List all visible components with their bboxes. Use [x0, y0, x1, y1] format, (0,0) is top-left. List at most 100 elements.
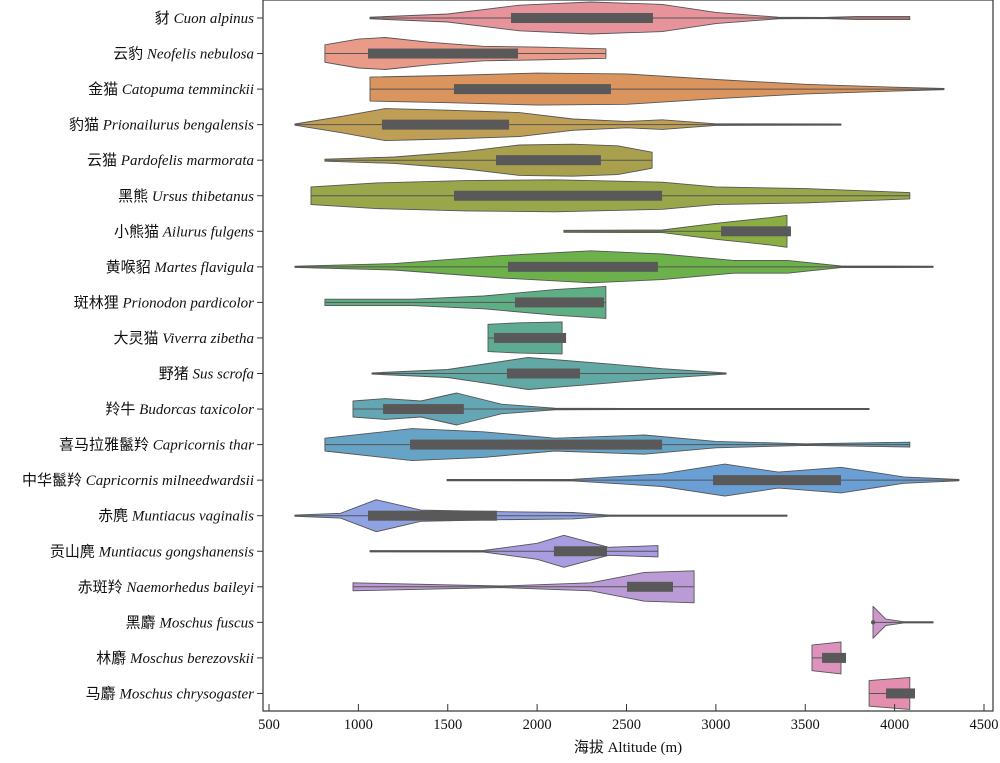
- violin-20: [868, 676, 916, 710]
- y-tick-label: 斑林狸 Prionodon pardicolor: [74, 294, 254, 311]
- iqr-box: [383, 404, 464, 415]
- label-scientific: Prionodon pardicolor: [121, 295, 254, 311]
- x-tick-label: 500: [258, 717, 280, 733]
- label-chinese: 云猫: [87, 152, 121, 169]
- label-chinese: 中华鬣羚: [22, 472, 86, 489]
- plot-frame: [262, 0, 994, 712]
- iqr-box: [886, 688, 916, 699]
- y-tick-label: 赤斑羚 Naemorhedus baileyi: [78, 579, 254, 596]
- iqr-box: [721, 226, 791, 237]
- violin-15: [294, 499, 788, 533]
- violins-layer: [294, 1, 960, 710]
- iqr-box: [713, 475, 841, 486]
- y-tick-label: 贡山麂 Muntiacus gongshanensis: [50, 542, 254, 560]
- y-tick-label: 喜马拉雅鬣羚 Capricornis thar: [59, 437, 254, 454]
- violin-6: [310, 179, 911, 213]
- x-tick-label: 3000: [701, 717, 730, 733]
- label-scientific: Ursus thibetanus: [152, 189, 254, 205]
- label-chinese: 喜马拉雅鬣羚: [59, 437, 153, 454]
- label-chinese: 黑麝: [126, 614, 160, 631]
- label-chinese: 林麝: [96, 650, 130, 667]
- violin-10: [487, 321, 567, 355]
- x-tick-label: 2500: [612, 717, 641, 733]
- iqr-box: [627, 581, 673, 592]
- y-tick-label: 羚牛 Budorcas taxicolor: [105, 401, 254, 418]
- x-tick-label: 4000: [880, 717, 909, 733]
- iqr-box: [381, 119, 510, 130]
- iqr-box: [410, 439, 663, 450]
- y-tick-label: 赤麂 Muntiacus vaginalis: [98, 507, 254, 525]
- label-scientific: Capricornis milneedwardsii: [86, 473, 254, 489]
- iqr-box: [822, 652, 847, 663]
- violin-2: [324, 37, 607, 70]
- iqr-box: [553, 546, 608, 557]
- violin-11: [371, 357, 727, 390]
- x-axis: 500 1000 1500 2000 2500 3000 3500 4000 4500: [258, 704, 999, 733]
- iqr-box: [454, 84, 611, 95]
- label-scientific: Martes flavigula: [153, 260, 254, 276]
- label-chinese: 羚牛: [105, 401, 139, 418]
- label-scientific: Capricornis thar: [153, 438, 254, 454]
- label-chinese: 赤斑羚: [78, 579, 127, 596]
- label-chinese: 云豹: [113, 46, 147, 63]
- label-scientific: Cuon alpinus: [174, 11, 255, 27]
- iqr-box: [368, 48, 518, 59]
- label-scientific: Muntiacus vaginalis: [131, 509, 254, 525]
- iqr-box: [507, 261, 658, 272]
- x-tick-label: 1000: [344, 717, 373, 733]
- violin-17: [352, 570, 695, 604]
- y-tick-label: 金猫 Catopuma temminckii: [88, 81, 254, 98]
- median-point: [870, 620, 876, 625]
- violin-16: [369, 534, 659, 568]
- y-tick-label: 马麝 Moschus chrysogaster: [86, 685, 254, 702]
- label-chinese: 金猫: [88, 81, 122, 98]
- iqr-box: [506, 368, 581, 379]
- label-scientific: Catopuma temminckii: [122, 82, 254, 98]
- iqr-box: [496, 155, 601, 166]
- y-tick-label: 黄喉貂 Martes flavigula: [106, 259, 254, 276]
- label-scientific: Moschus berezovskii: [129, 651, 254, 667]
- x-tick-label: 2000: [523, 717, 552, 733]
- label-chinese: 黄喉貂: [106, 259, 155, 276]
- violin-4: [294, 108, 842, 142]
- x-tick-label: 3500: [791, 717, 820, 733]
- violin-19: [811, 641, 847, 675]
- iqr-box: [494, 332, 567, 343]
- violin-12: [352, 392, 870, 426]
- label-scientific: Naemorhedus baileyi: [125, 580, 254, 596]
- x-tick-label: 4500: [970, 717, 999, 733]
- iqr-box: [454, 190, 663, 201]
- y-tick-label: 豺 Cuon alpinus: [155, 10, 254, 27]
- x-tick-label: 1500: [433, 717, 462, 733]
- label-chinese: 豺: [155, 10, 174, 27]
- y-tick-label: 大灵猫 Viverra zibetha: [113, 330, 254, 347]
- y-axis: 豺 Cuon alpinus 云豹 Neofelis nebulosa 金猫 Cat…: [22, 10, 263, 702]
- iqr-box: [514, 297, 604, 308]
- violin-18: [870, 605, 934, 639]
- violin-9: [324, 285, 607, 319]
- label-chinese: 豹猫: [69, 117, 103, 134]
- label-chinese: 大灵猫: [113, 330, 162, 347]
- label-chinese: 马麝: [86, 685, 120, 702]
- label-scientific: Moschus chrysogaster: [118, 686, 254, 702]
- violin-7: [563, 214, 791, 248]
- violin-1: [369, 1, 911, 35]
- y-tick-label: 野猪 Sus scrofa: [159, 366, 254, 383]
- violin-8: [294, 250, 934, 284]
- x-axis-label: 海拔 Altitude (m): [574, 739, 682, 756]
- label-chinese: 斑林狸: [74, 294, 123, 311]
- label-scientific: Moschus fuscus: [158, 615, 254, 631]
- violin-14: [446, 463, 960, 497]
- iqr-box: [368, 510, 497, 521]
- label-scientific: Muntiacus gongshanensis: [98, 544, 255, 560]
- label-chinese: 赤麂: [98, 507, 132, 525]
- violin-13: [324, 428, 911, 462]
- iqr-box: [511, 13, 653, 23]
- label-chinese: 小熊猫: [114, 223, 163, 240]
- y-tick-label: 小熊猫 Ailurus fulgens: [114, 223, 254, 240]
- label-scientific: Viverra zibetha: [162, 331, 254, 347]
- label-scientific: Ailurus fulgens: [162, 224, 254, 240]
- label-scientific: Neofelis nebulosa: [146, 47, 254, 63]
- y-tick-label: 黑熊 Ursus thibetanus: [118, 188, 254, 205]
